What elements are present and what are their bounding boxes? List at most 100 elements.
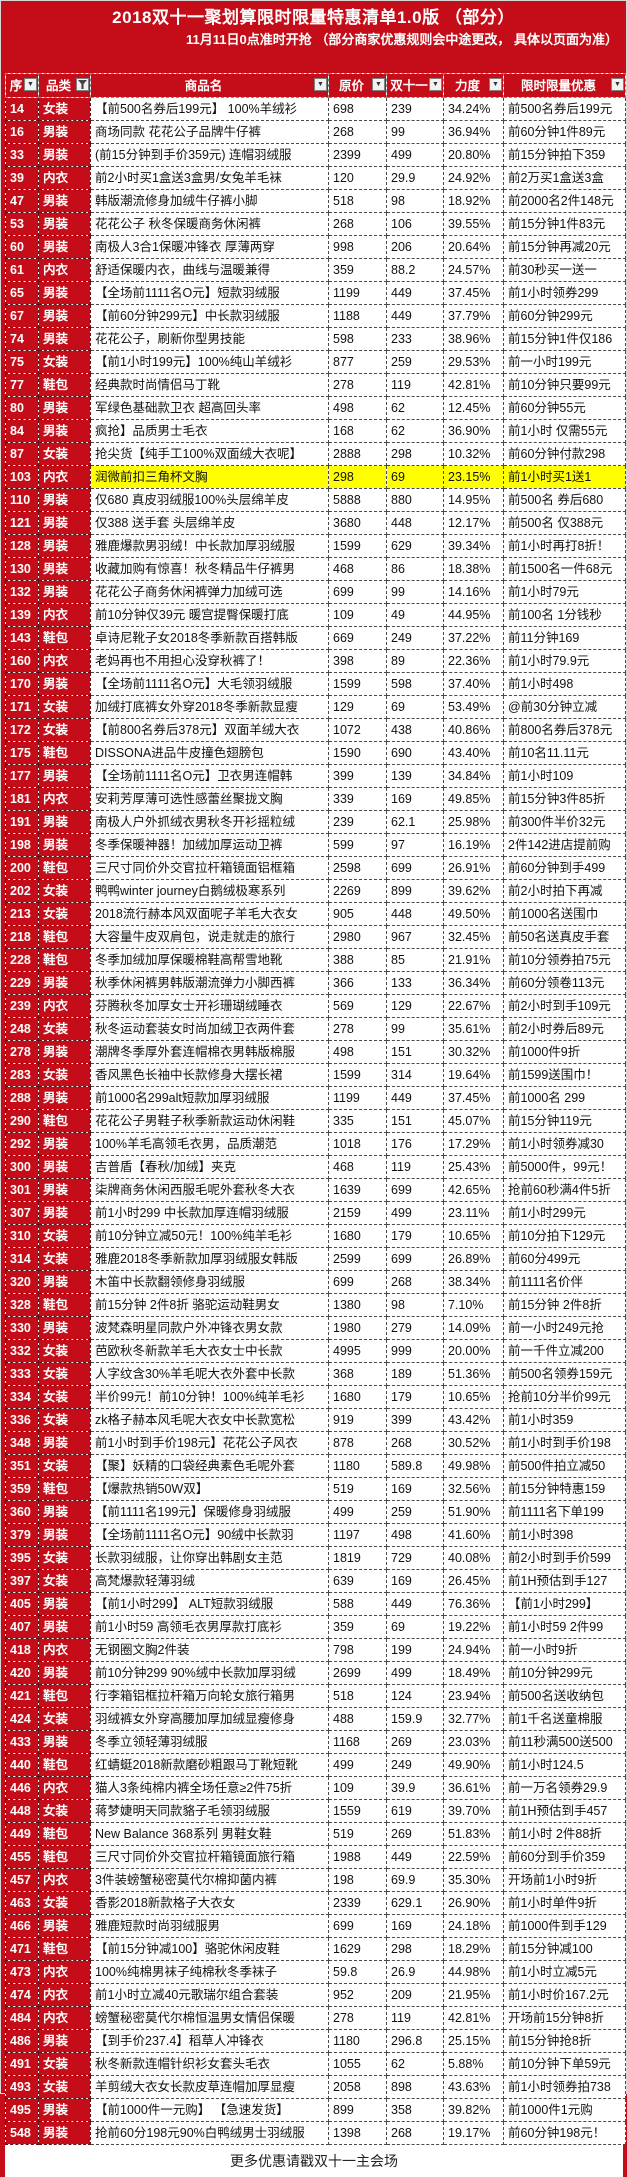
promo-cell: 前10分钟299元: [503, 1661, 626, 1685]
seq-cell: 278: [5, 1040, 39, 1064]
orig-cell: 359: [328, 258, 387, 282]
seq-cell: 80: [5, 396, 39, 420]
filter-dropdown-icon[interactable]: ▼: [489, 78, 502, 91]
orig-cell: 1680: [328, 1224, 387, 1248]
promo-cell: 前一万名领券29.9: [503, 1776, 626, 1800]
table-row: 172 女装 【前800名券后378元】双面羊绒大衣 1072 438 40.86% 前80…: [5, 718, 626, 742]
cat-cell: 鞋包: [38, 1477, 91, 1501]
cat-cell: 女装: [38, 350, 91, 374]
dxi-cell: 169: [386, 1914, 444, 1938]
name-cell: 收藏加购有惊喜！秋冬精品牛仔裤男: [90, 557, 329, 581]
dxi-cell: 589.8: [386, 1454, 444, 1478]
dxi-cell: 169: [386, 1477, 444, 1501]
rate-cell: 43.42%: [443, 1408, 504, 1432]
rate-cell: 40.86%: [443, 718, 504, 742]
dxi-cell: 99: [386, 120, 444, 144]
promo-cell: 前500名 仅388元: [503, 511, 626, 535]
orig-cell: 588: [328, 1592, 387, 1616]
seq-cell: 332: [5, 1339, 39, 1363]
seq-cell: 132: [5, 580, 39, 604]
name-cell: 香影2018新款格子大衣女: [90, 1891, 329, 1915]
rate-cell: 22.67%: [443, 994, 504, 1018]
filter-dropdown-icon[interactable]: ▼: [24, 78, 37, 91]
dxi-cell: 699: [386, 1247, 444, 1271]
dxi-cell: 268: [386, 2121, 444, 2145]
name-cell: 雅鹿爆款男羽绒！中长款加厚羽绒服: [90, 534, 329, 558]
filter-dropdown-icon[interactable]: ▼: [611, 78, 624, 91]
name-cell: 【爆款热销50W双】: [90, 1477, 329, 1501]
seq-cell: 320: [5, 1270, 39, 1294]
table-row: 466 男装 雅鹿短款时尚羽绒服男 699 169 24.18% 前1000件到手129: [5, 1914, 626, 1938]
seq-cell: 121: [5, 511, 39, 535]
cat-cell: 男装: [38, 1132, 91, 1156]
dxi-cell: 49: [386, 603, 444, 627]
promo-cell: 前10分领券拍75元: [503, 948, 626, 972]
promo-cell: 前10分钟下单59元: [503, 2052, 626, 2076]
orig-cell: 1639: [328, 1178, 387, 1202]
table-row: 14 女装 【前500名券后199元】 100%羊绒衫 698 239 34.24% 前50…: [5, 97, 626, 121]
promo-cell: 前2小时到手109元: [503, 994, 626, 1018]
cat-cell: 女装: [38, 2075, 91, 2099]
filter-dropdown-icon[interactable]: ▼: [429, 78, 442, 91]
name-cell: 【全场前1111名O元】卫衣男连帽韩: [90, 764, 329, 788]
dxi-cell: 179: [386, 1224, 444, 1248]
rate-cell: 26.91%: [443, 856, 504, 880]
cat-cell: 内衣: [38, 2006, 91, 2030]
seq-cell: 128: [5, 534, 39, 558]
seq-cell: 333: [5, 1362, 39, 1386]
seq-cell: 310: [5, 1224, 39, 1248]
seq-cell: 455: [5, 1845, 39, 1869]
orig-cell: 919: [328, 1408, 387, 1432]
dxi-cell: 296.8: [386, 2029, 444, 2053]
table-row: 348 男装 前1小时到手价198元】花花公子风衣 878 268 30.52% 前1小时到…: [5, 1431, 626, 1455]
rate-cell: 42.81%: [443, 373, 504, 397]
name-cell: 老妈再也不用担心没穿秋裤了！: [90, 649, 329, 673]
seq-cell: 84: [5, 419, 39, 443]
table-row: 110 男装 仅680 真皮羽绒服100%头层绵羊皮 5888 880 14.95% 前50…: [5, 488, 626, 512]
seq-cell: 171: [5, 695, 39, 719]
promo-cell: 前60分钟299元: [503, 304, 626, 328]
filter-dropdown-icon[interactable]: ▼: [314, 78, 327, 91]
dxi-cell: 249: [386, 1753, 444, 1777]
seq-cell: 229: [5, 971, 39, 995]
seq-cell: 351: [5, 1454, 39, 1478]
rate-cell: 51.90%: [443, 1500, 504, 1524]
table-row: 360 男装 【前1111名199元】保暖修身羽绒服 499 259 51.90% 前111…: [5, 1500, 626, 1524]
cat-cell: 男装: [38, 143, 91, 167]
rate-cell: 19.22%: [443, 1615, 504, 1639]
name-cell: 军绿色基础款卫衣 超高回头率: [90, 396, 329, 420]
cat-cell: 女装: [38, 1017, 91, 1041]
dxi-cell: 98: [386, 1293, 444, 1317]
promo-cell: 前15分钟减100: [503, 1937, 626, 1961]
rate-cell: 25.98%: [443, 810, 504, 834]
rate-cell: 22.59%: [443, 1845, 504, 1869]
orig-cell: 2888: [328, 442, 387, 466]
cat-cell: 内衣: [38, 603, 91, 627]
name-cell: 红蜻蜓2018新款磨砂粗跟马丁靴短靴: [90, 1753, 329, 1777]
rate-cell: 10.32%: [443, 442, 504, 466]
dxi-cell: 269: [386, 1822, 444, 1846]
dxi-cell: 259: [386, 350, 444, 374]
filter-dropdown-icon[interactable]: ▼: [372, 78, 385, 91]
seq-cell: 420: [5, 1661, 39, 1685]
dxi-cell: 129: [386, 994, 444, 1018]
cat-cell: 男装: [38, 120, 91, 144]
rate-cell: 10.65%: [443, 1385, 504, 1409]
cat-cell: 女装: [38, 1707, 91, 1731]
orig-cell: 519: [328, 1822, 387, 1846]
orig-cell: 952: [328, 1983, 387, 2007]
name-cell: 前1小时59 高领毛衣男厚款打底衫: [90, 1615, 329, 1639]
table-row: 330 男装 波梵森明星同款户外冲锋衣男女款 1980 279 14.09% 前一小时249…: [5, 1316, 626, 1340]
rate-cell: 30.52%: [443, 1431, 504, 1455]
table-row: 175 鞋包 DISSONA进品牛皮撞色翅膀包 1590 690 43.40% 前10名11…: [5, 741, 626, 765]
table-row: 310 女装 前10分钟立减50元！100%纯羊毛衫 1680 179 10.65% 前10…: [5, 1224, 626, 1248]
cat-cell: 女装: [38, 902, 91, 926]
orig-cell: 198: [328, 1868, 387, 1892]
promo-cell: 前5000件，99元！: [503, 1155, 626, 1179]
table-row: 359 鞋包 【爆款热销50W双】 519 169 32.56% 前15分钟特惠159: [5, 1477, 626, 1501]
promo-cell: 前1H预估到手457: [503, 1799, 626, 1823]
promo-cell: 前1小时价167.2元: [503, 1983, 626, 2007]
cat-cell: 男装: [38, 1316, 91, 1340]
name-cell: 【前1000件一元购】 【急速发货】: [90, 2098, 329, 2122]
filter-funnel-icon[interactable]: [76, 78, 89, 91]
